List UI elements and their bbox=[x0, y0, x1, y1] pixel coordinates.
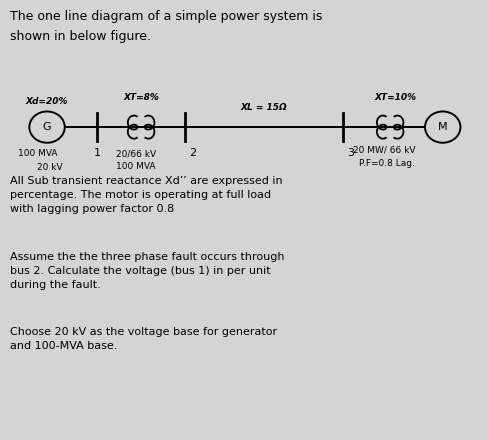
Text: The one line diagram of a simple power system is: The one line diagram of a simple power s… bbox=[10, 10, 322, 23]
Text: Choose 20 kV as the voltage base for generator
and 100-MVA base.: Choose 20 kV as the voltage base for gen… bbox=[10, 326, 277, 351]
Circle shape bbox=[29, 111, 65, 143]
Text: 20 MW/ 66 kV: 20 MW/ 66 kV bbox=[353, 146, 415, 155]
Text: All Sub transient reactance Xd’’ are expressed in
percentage. The motor is opera: All Sub transient reactance Xd’’ are exp… bbox=[10, 176, 282, 214]
Text: XT=10%: XT=10% bbox=[375, 93, 417, 102]
Text: Assume the the three phase fault occurs through
bus 2. Calculate the voltage (bu: Assume the the three phase fault occurs … bbox=[10, 252, 284, 290]
Text: XL = 15Ω: XL = 15Ω bbox=[241, 103, 287, 113]
Text: M: M bbox=[438, 122, 448, 132]
Text: XT=8%: XT=8% bbox=[123, 93, 159, 102]
Text: G: G bbox=[43, 122, 51, 132]
Text: 20/66 kV: 20/66 kV bbox=[115, 149, 156, 158]
Text: P.F=0.8 Lag.: P.F=0.8 Lag. bbox=[358, 159, 414, 168]
Text: 100 MVA: 100 MVA bbox=[18, 149, 58, 158]
Text: Xd=20%: Xd=20% bbox=[26, 97, 68, 106]
Circle shape bbox=[425, 111, 460, 143]
Text: 20 kV: 20 kV bbox=[37, 163, 63, 172]
Text: shown in below figure.: shown in below figure. bbox=[10, 30, 151, 43]
Text: 1: 1 bbox=[94, 148, 100, 158]
Text: 100 MVA: 100 MVA bbox=[116, 162, 155, 171]
Text: 2: 2 bbox=[189, 148, 196, 158]
Text: 3: 3 bbox=[347, 148, 354, 158]
